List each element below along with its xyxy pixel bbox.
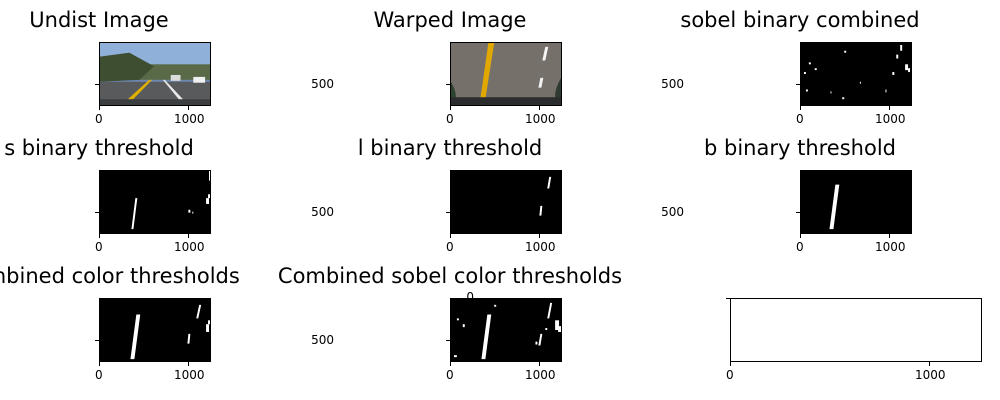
x-tick-label: 1000 bbox=[915, 368, 946, 382]
image-sobel bbox=[800, 42, 912, 106]
x-tick-label: 0 bbox=[446, 240, 454, 254]
y-tick-label: 500 bbox=[661, 77, 684, 91]
car bbox=[193, 76, 206, 83]
x-tick-label: 0 bbox=[796, 240, 804, 254]
hood bbox=[451, 97, 561, 105]
panel-title: Undist Image bbox=[29, 8, 169, 32]
panel-title: Warped Image bbox=[373, 8, 527, 32]
binary-graphic bbox=[131, 171, 210, 230]
x-tick-label: 0 bbox=[446, 112, 454, 126]
x-tick-label: 1000 bbox=[525, 240, 556, 254]
road-surface bbox=[451, 43, 561, 105]
tree-cluster bbox=[100, 52, 155, 82]
yellow-lane bbox=[479, 43, 495, 105]
x-tick-label: 1000 bbox=[875, 240, 906, 254]
binary-graphic bbox=[829, 184, 840, 230]
warped-road-graphic bbox=[451, 43, 561, 105]
yellow-lane bbox=[121, 79, 153, 105]
y-tick-label: 500 bbox=[661, 205, 684, 219]
panel-title: s binary threshold bbox=[4, 136, 194, 160]
image-b-binary bbox=[800, 170, 912, 234]
y-tick-label: 500 bbox=[311, 77, 334, 91]
y-tick-label: 500 bbox=[311, 205, 334, 219]
x-tick-label: 1000 bbox=[875, 112, 906, 126]
x-tick-label: 1000 bbox=[174, 368, 205, 382]
x-tick-label: 0 bbox=[95, 112, 103, 126]
car bbox=[170, 74, 181, 81]
x-tick-label: 1000 bbox=[525, 112, 556, 126]
x-tick-label: 0 bbox=[726, 368, 734, 382]
panel-title: b binary threshold bbox=[704, 136, 896, 160]
binary-graphic bbox=[130, 304, 210, 360]
panel-title: sobel binary combined bbox=[680, 8, 920, 32]
binary-graphic bbox=[803, 44, 911, 100]
image-undist bbox=[99, 42, 211, 106]
binary-graphic bbox=[453, 302, 561, 360]
x-tick-label: 0 bbox=[446, 368, 454, 382]
panel-title: Combined color thresholds bbox=[0, 264, 240, 288]
x-tick-label: 1000 bbox=[174, 240, 205, 254]
x-tick-label: 0 bbox=[95, 368, 103, 382]
panel-title: Combined sobel color thresholds bbox=[277, 264, 623, 288]
x-tick-label: 0 bbox=[95, 240, 103, 254]
road-scene-graphic bbox=[100, 43, 210, 105]
image-combined-color bbox=[99, 298, 211, 362]
x-tick-label: 1000 bbox=[525, 368, 556, 382]
empty-axes-frame bbox=[730, 298, 982, 362]
image-warped bbox=[450, 42, 562, 106]
y-tick-label: 500 bbox=[311, 333, 334, 347]
panel-title: l binary threshold bbox=[357, 136, 543, 160]
white-lane bbox=[162, 79, 189, 105]
x-tick-label: 0 bbox=[796, 112, 804, 126]
image-combined-sobel-color bbox=[450, 298, 562, 362]
y-tick-label: 0 bbox=[466, 290, 474, 304]
image-s-binary bbox=[99, 170, 211, 234]
white-lane bbox=[538, 77, 544, 88]
white-lane bbox=[542, 46, 549, 61]
hood bbox=[100, 99, 210, 105]
x-tick-label: 1000 bbox=[174, 112, 205, 126]
image-l-binary bbox=[450, 170, 562, 234]
binary-graphic bbox=[539, 176, 552, 216]
